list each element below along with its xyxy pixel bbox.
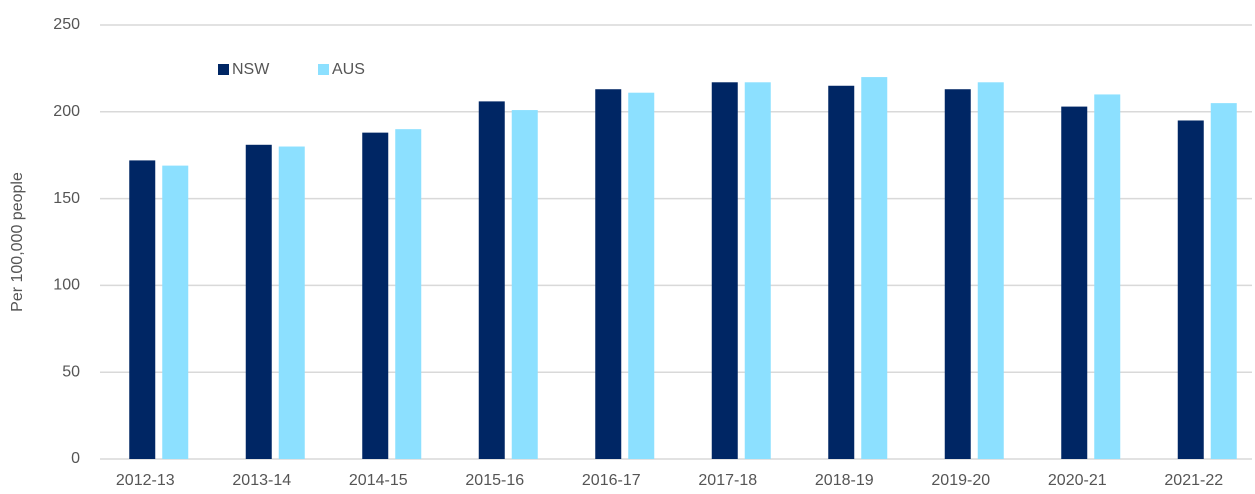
x-tick-label: 2019-20 bbox=[931, 472, 990, 489]
bar bbox=[478, 101, 505, 459]
bar bbox=[395, 129, 422, 459]
bar bbox=[162, 165, 189, 459]
y-tick-label: 50 bbox=[62, 363, 80, 380]
bar bbox=[628, 92, 655, 459]
x-tick-label: 2013-14 bbox=[232, 472, 291, 489]
x-tick-label: 2012-13 bbox=[116, 472, 175, 489]
y-tick-label: 200 bbox=[53, 103, 80, 120]
bar bbox=[278, 146, 305, 459]
x-tick-label: 2015-16 bbox=[465, 472, 524, 489]
bar bbox=[744, 82, 771, 460]
bar bbox=[245, 144, 272, 459]
bar bbox=[1210, 103, 1237, 460]
y-tick-label: 150 bbox=[53, 190, 80, 207]
x-tick-label: 2020-21 bbox=[1048, 472, 1107, 489]
bar bbox=[861, 77, 888, 459]
bar bbox=[511, 110, 538, 460]
bar bbox=[362, 132, 389, 459]
bar bbox=[1177, 120, 1204, 459]
y-tick-label: 250 bbox=[53, 16, 80, 33]
x-tick-label: 2014-15 bbox=[349, 472, 408, 489]
bar bbox=[828, 85, 855, 459]
legend-swatch bbox=[218, 64, 229, 75]
bar bbox=[595, 89, 622, 460]
y-axis-label: Per 100,000 people bbox=[9, 172, 26, 312]
bar bbox=[944, 89, 971, 460]
bar bbox=[711, 82, 738, 460]
bar bbox=[977, 82, 1004, 460]
legend-label: AUS bbox=[332, 61, 365, 78]
y-tick-label: 100 bbox=[53, 277, 80, 294]
bar bbox=[129, 160, 156, 459]
x-tick-label: 2016-17 bbox=[582, 472, 641, 489]
bar bbox=[1061, 106, 1088, 459]
y-tick-label: 0 bbox=[71, 450, 80, 467]
legend-swatch bbox=[318, 64, 329, 75]
x-tick-label: 2021-22 bbox=[1164, 472, 1223, 489]
x-tick-label: 2017-18 bbox=[698, 472, 757, 489]
legend-label: NSW bbox=[232, 61, 270, 78]
bar bbox=[1094, 94, 1121, 459]
x-tick-label: 2018-19 bbox=[815, 472, 874, 489]
